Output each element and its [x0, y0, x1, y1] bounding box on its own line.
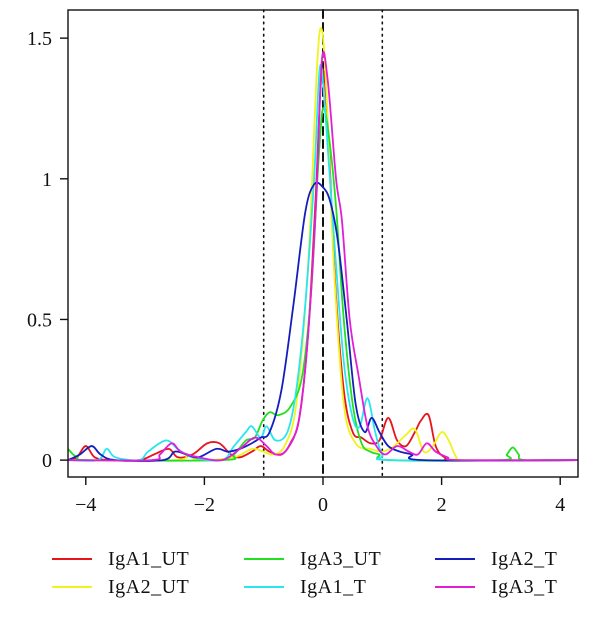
- legend-swatch: [435, 558, 475, 560]
- y-tick-label: 0: [42, 450, 52, 472]
- legend-item-iga2-t: IgA2_T: [435, 546, 557, 572]
- legend-label: IgA3_T: [491, 575, 558, 598]
- legend-swatch: [52, 558, 92, 560]
- series-line-iga2-t: [68, 181, 578, 462]
- x-tick-label: 0: [318, 494, 328, 516]
- legend-item-iga2-ut: IgA2_UT: [52, 574, 189, 600]
- x-tick-label: −2: [194, 494, 215, 516]
- y-tick-label: 0.5: [27, 309, 52, 331]
- legend-label: IgA3_UT: [300, 547, 382, 570]
- series-line-iga3-t: [68, 51, 578, 462]
- legend-label: IgA2_T: [491, 547, 558, 570]
- y-tick-label: 1: [42, 169, 52, 191]
- axes: −4 −2 0 2 4 0 0.5 1 1.5: [27, 9, 579, 516]
- legend-label: IgA2_UT: [108, 575, 190, 598]
- x-tick-label: −4: [75, 494, 96, 516]
- legend-swatch: [52, 586, 92, 588]
- legend-item-iga3-t: IgA3_T: [435, 574, 557, 600]
- density-chart: −4 −2 0 2 4 0 0.5 1 1.5: [27, 9, 579, 516]
- legend: IgA1_UT IgA2_UT IgA3_UT IgA1_T IgA2_T IgA3_T: [0, 538, 600, 608]
- legend-swatch: [435, 586, 475, 588]
- y-tick-label: 1.5: [27, 28, 52, 50]
- legend-label: IgA1_UT: [108, 547, 190, 570]
- legend-swatch: [244, 586, 284, 588]
- legend-item-iga1-ut: IgA1_UT: [52, 546, 189, 572]
- x-tick-label: 2: [437, 494, 447, 516]
- legend-label: IgA1_T: [300, 575, 367, 598]
- legend-item-iga1-t: IgA1_T: [244, 574, 366, 600]
- legend-item-iga3-ut: IgA3_UT: [244, 546, 381, 572]
- x-tick-label: 4: [555, 494, 565, 516]
- series-layer: [68, 27, 578, 462]
- legend-swatch: [244, 558, 284, 560]
